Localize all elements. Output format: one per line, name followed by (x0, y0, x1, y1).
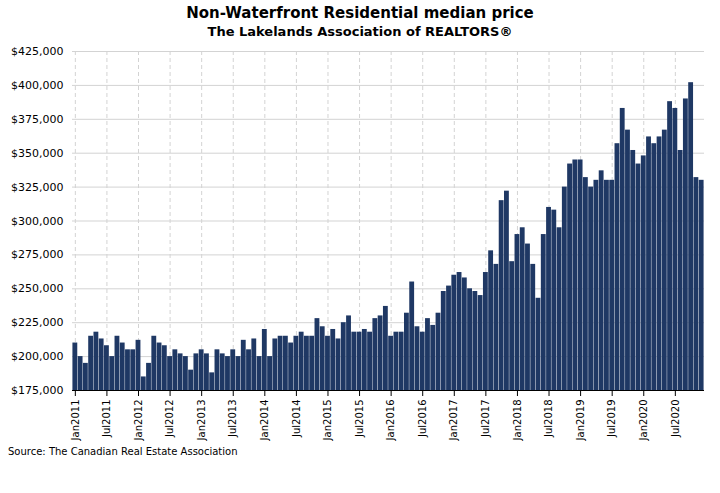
svg-text:Jan2016: Jan2016 (385, 400, 396, 442)
svg-text:Jul2015: Jul2015 (354, 400, 365, 439)
svg-text:Jan2014: Jan2014 (259, 400, 270, 442)
svg-text:$425,000: $425,000 (11, 45, 64, 58)
svg-text:Jul2012: Jul2012 (164, 400, 175, 439)
svg-text:Jan2013: Jan2013 (196, 400, 207, 442)
svg-text:Jul2016: Jul2016 (417, 400, 428, 439)
svg-text:$300,000: $300,000 (11, 215, 64, 228)
svg-text:$250,000: $250,000 (11, 282, 64, 295)
html-text:Source: The Canadian Real Esta: Source: The Canadian Real Estate Associa… (8, 446, 238, 457)
svg-text:$325,000: $325,000 (11, 181, 64, 194)
svg-text:Jul2017: Jul2017 (480, 400, 491, 439)
svg-text:Jul2018: Jul2018 (543, 400, 554, 439)
html-text:The Lakelands Association of R: The Lakelands Association of REALTORS® (207, 24, 513, 39)
svg-text:Jan2017: Jan2017 (448, 400, 459, 442)
svg-text:$400,000: $400,000 (11, 79, 64, 92)
svg-text:Jul2011: Jul2011 (101, 400, 112, 439)
svg-text:Jul2019: Jul2019 (606, 400, 617, 439)
svg-text:Jan2020: Jan2020 (638, 400, 649, 442)
svg-text:Jul2020: Jul2020 (670, 400, 681, 439)
svg-text:$200,000: $200,000 (11, 350, 64, 363)
svg-text:Jan2019: Jan2019 (575, 400, 586, 442)
svg-text:Jul2014: Jul2014 (291, 400, 302, 439)
svg-text:$225,000: $225,000 (11, 316, 64, 329)
html-text:Non-Waterfront Residential med: Non-Waterfront Residential median price (186, 4, 534, 22)
svg-text:$375,000: $375,000 (11, 113, 64, 126)
svg-text:Jan2012: Jan2012 (133, 400, 144, 442)
svg-text:$175,000: $175,000 (11, 384, 64, 397)
svg-text:Jan2011: Jan2011 (70, 400, 81, 442)
svg-text:Jul2013: Jul2013 (227, 400, 238, 439)
svg-text:$350,000: $350,000 (11, 147, 64, 160)
svg-text:Jan2018: Jan2018 (512, 400, 523, 442)
svg-text:$275,000: $275,000 (11, 248, 64, 261)
svg-text:Jan2015: Jan2015 (322, 400, 333, 442)
